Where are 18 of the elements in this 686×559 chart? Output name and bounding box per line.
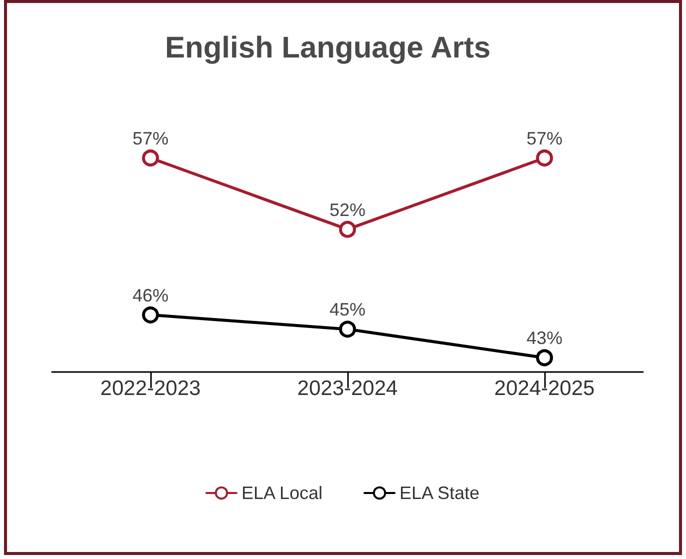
data-label: 57% — [526, 128, 563, 148]
x-tick-label: 2022-2023 — [100, 377, 201, 400]
data-label: 52% — [329, 200, 366, 220]
legend-label: ELA Local — [241, 483, 323, 503]
chart-title: English Language Arts — [165, 32, 491, 64]
x-tick-label: 2024-2025 — [494, 377, 595, 400]
legend-label: ELA State — [400, 483, 480, 503]
data-label: 46% — [132, 285, 169, 306]
data-label: 45% — [329, 300, 366, 320]
data-label: 43% — [526, 328, 563, 348]
point — [142, 150, 159, 166]
x-tick-label: 2023-2024 — [297, 377, 398, 400]
point — [142, 306, 159, 324]
point — [339, 220, 356, 238]
point — [339, 320, 356, 338]
data-label: 57% — [132, 128, 169, 148]
point — [536, 150, 553, 166]
point — [536, 349, 553, 366]
